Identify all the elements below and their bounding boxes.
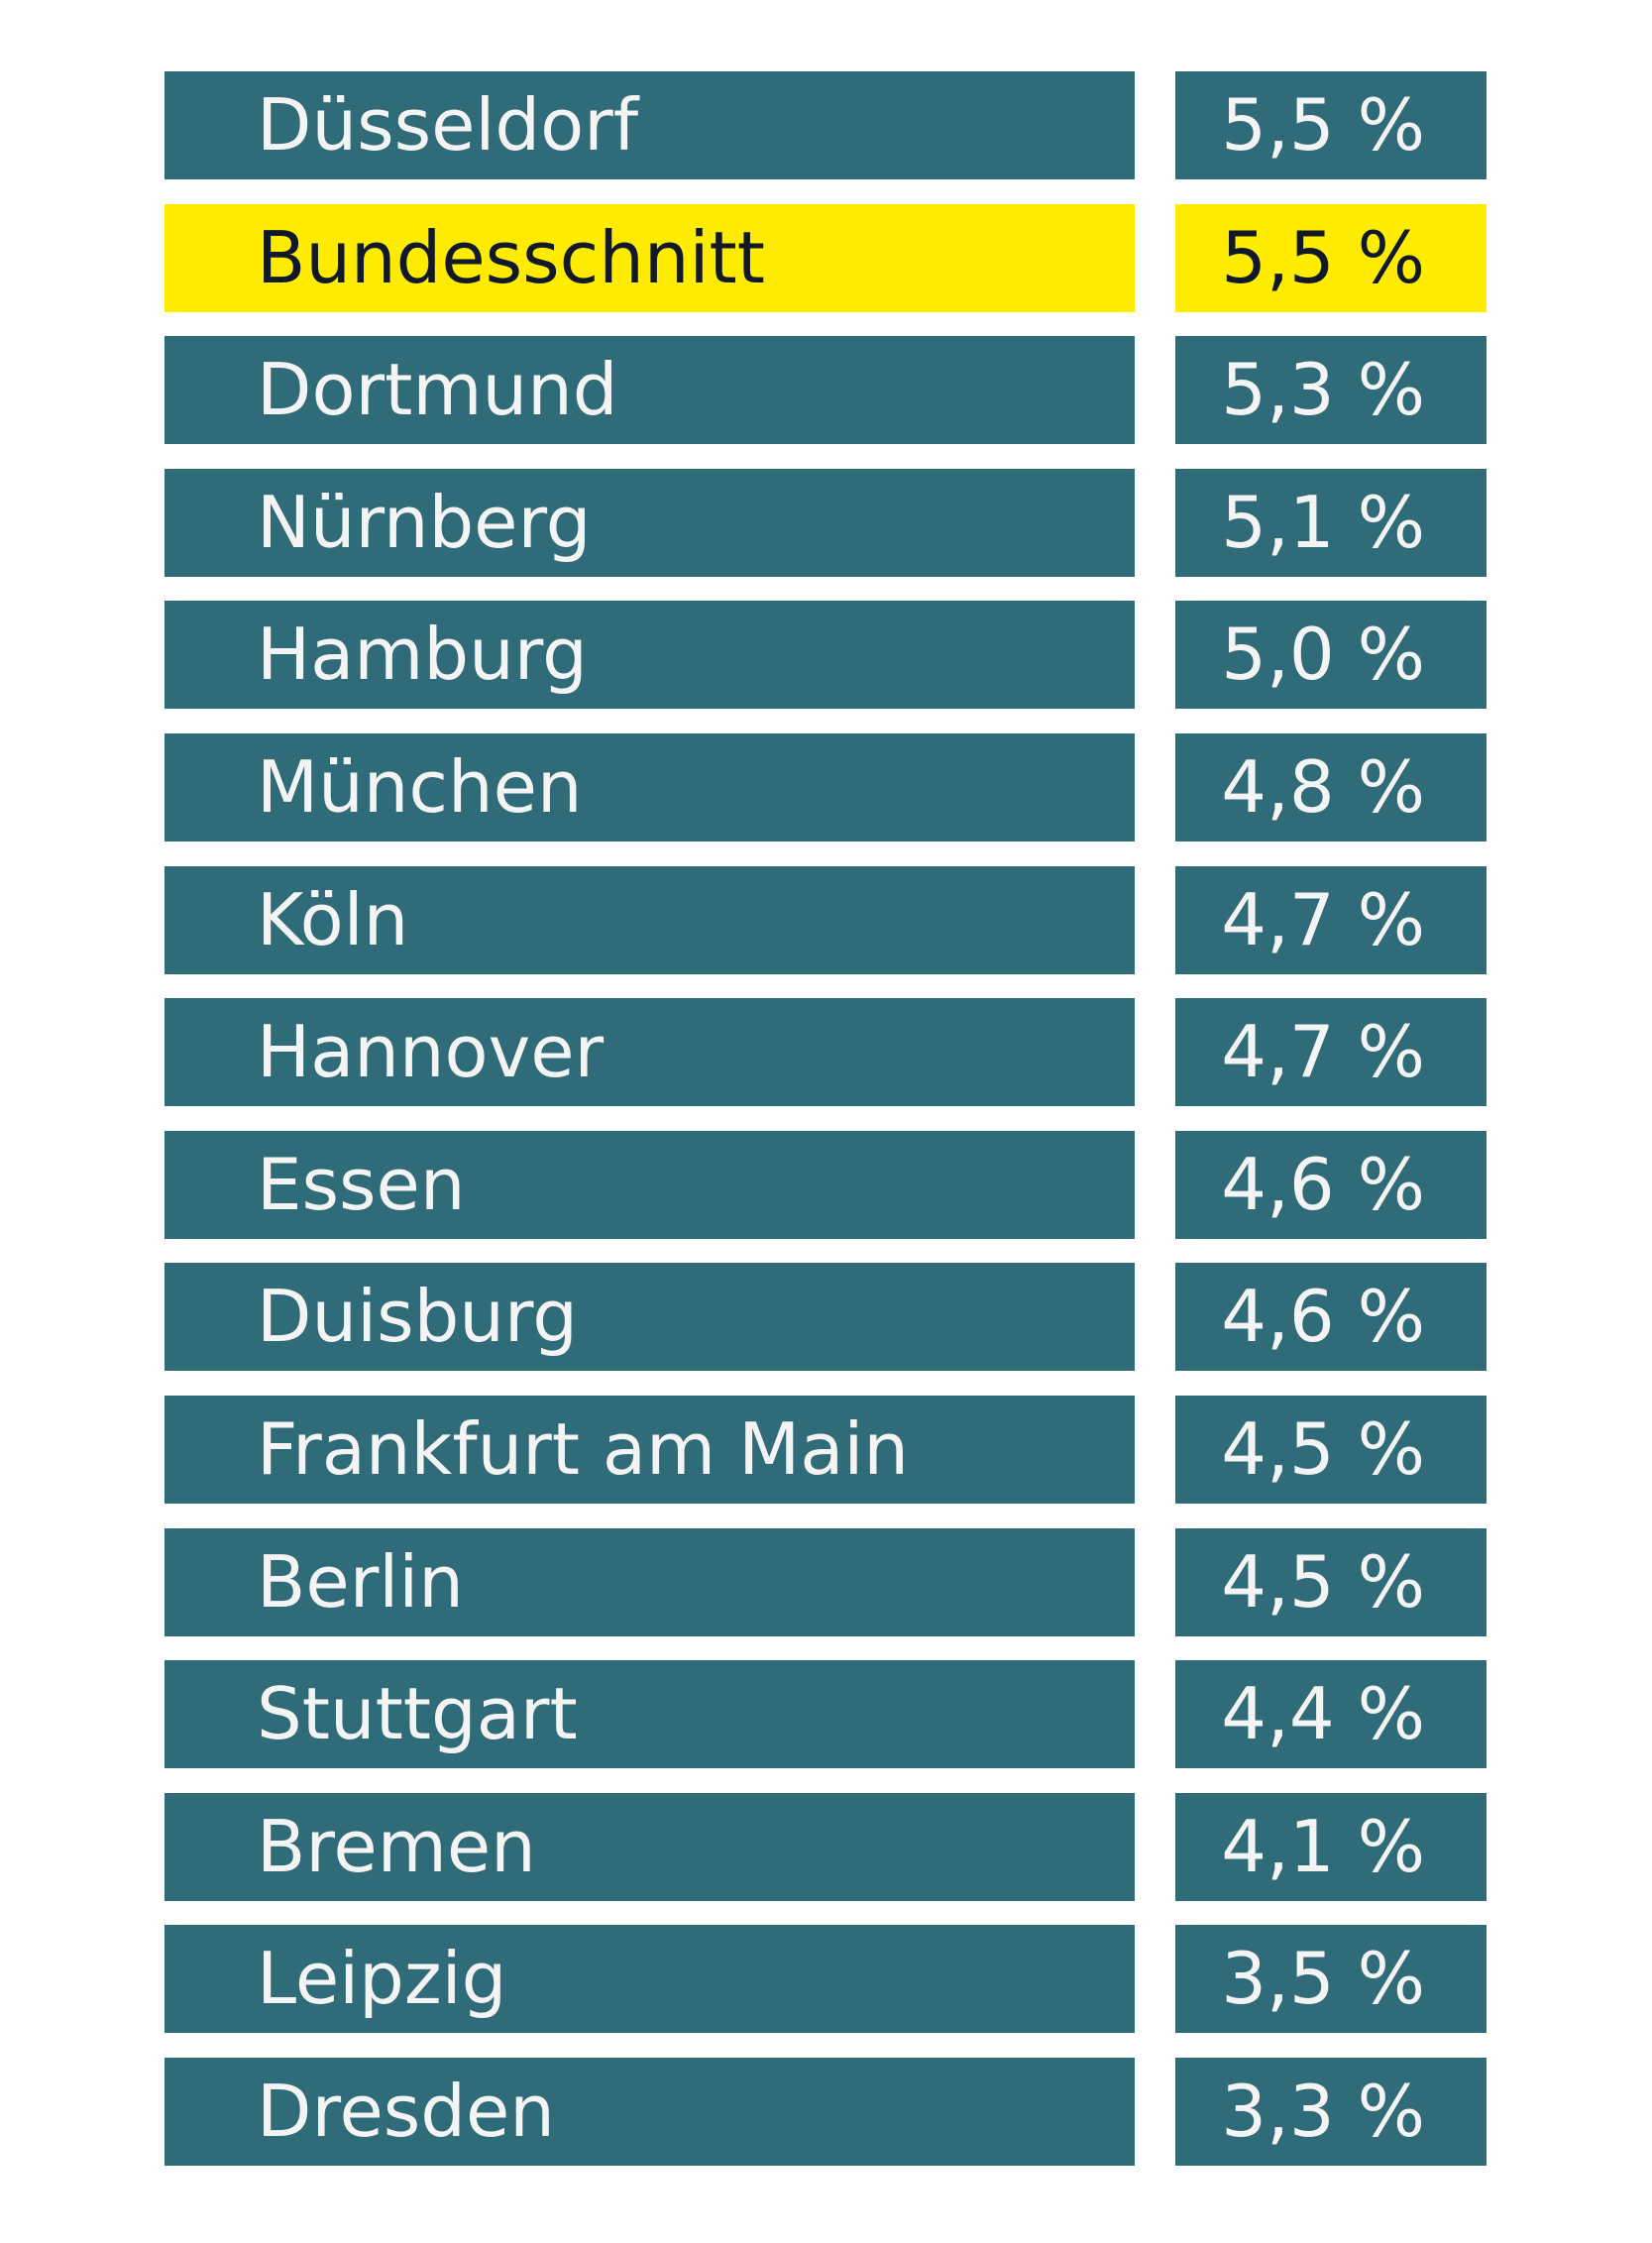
city-name: Dresden bbox=[165, 2058, 1135, 2166]
rate-value: 5,1 % bbox=[1175, 468, 1487, 577]
city-name: Düsseldorf bbox=[165, 71, 1135, 179]
rate-value: 4,6 % bbox=[1175, 1263, 1487, 1372]
rate-value: 3,5 % bbox=[1175, 1925, 1487, 2034]
city-name: Duisburg bbox=[165, 1263, 1135, 1372]
rate-value: 4,4 % bbox=[1175, 1660, 1487, 1769]
rate-value: 4,8 % bbox=[1175, 733, 1487, 841]
rate-value: 4,7 % bbox=[1175, 865, 1487, 974]
rate-value: 5,5 % bbox=[1175, 203, 1487, 312]
rate-value: 4,1 % bbox=[1175, 1792, 1487, 1901]
city-name: Dortmund bbox=[165, 336, 1135, 445]
city-name: Hamburg bbox=[165, 601, 1135, 710]
city-name: Berlin bbox=[165, 1527, 1135, 1636]
rate-value: 5,0 % bbox=[1175, 601, 1487, 710]
city-name: Nürnberg bbox=[165, 468, 1135, 577]
rate-value: 5,3 % bbox=[1175, 336, 1487, 445]
city-name: Essen bbox=[165, 1130, 1135, 1239]
rate-value: 4,5 % bbox=[1175, 1527, 1487, 1636]
rate-value: 4,7 % bbox=[1175, 998, 1487, 1107]
rate-value: 3,3 % bbox=[1175, 2058, 1487, 2166]
city-name: München bbox=[165, 733, 1135, 841]
rate-value: 4,5 % bbox=[1175, 1396, 1487, 1504]
rate-value: 5,5 % bbox=[1175, 71, 1487, 179]
city-name: Bundesschnitt bbox=[165, 203, 1135, 312]
city-name: Hannover bbox=[165, 998, 1135, 1107]
city-name: Stuttgart bbox=[165, 1660, 1135, 1769]
rate-value: 4,6 % bbox=[1175, 1130, 1487, 1239]
city-name: Bremen bbox=[165, 1792, 1135, 1901]
city-name: Frankfurt am Main bbox=[165, 1396, 1135, 1504]
city-name: Köln bbox=[165, 865, 1135, 974]
city-name: Leipzig bbox=[165, 1925, 1135, 2034]
